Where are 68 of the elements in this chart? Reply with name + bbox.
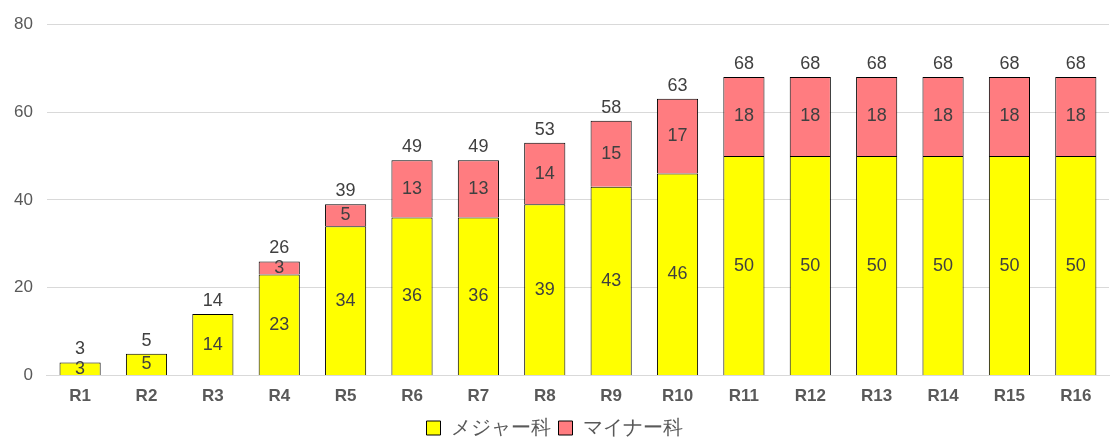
y-tick-label: 20 [13,277,33,297]
total-label: 14 [202,290,223,311]
data-label: 39 [534,278,555,299]
total-label: 68 [933,52,954,73]
x-tick-label: R9 [600,386,623,406]
y-tick-label: 0 [23,365,33,385]
total-label: 68 [999,52,1020,73]
data-label: 18 [866,105,887,126]
data-label: 17 [667,125,688,146]
x-tick-label: R15 [993,386,1026,406]
x-tick-label: R16 [1060,386,1092,406]
data-label: 5 [141,353,152,374]
data-label: 50 [733,254,754,275]
x-tick-label: R14 [927,386,960,406]
x-tick-label: R5 [334,386,357,406]
x-tick-label: R13 [861,386,893,406]
data-label: 36 [401,285,423,306]
legend-label: メジャー科 [450,415,551,438]
x-tick-label: R1 [69,386,91,406]
data-label: 5 [340,204,351,225]
data-label: 50 [999,254,1020,275]
total-label: 3 [75,338,86,359]
data-label: 3 [274,256,285,277]
data-label: 18 [933,105,954,126]
total-label: 68 [866,52,887,73]
data-label: 50 [1065,254,1086,275]
x-tick-label: R11 [728,386,760,406]
data-label: 14 [202,333,223,354]
data-label: 23 [269,313,290,334]
x-tick-label: R2 [135,386,158,406]
data-label: 14 [534,162,555,183]
data-label: 43 [601,269,622,290]
total-label: 26 [269,237,290,258]
data-label: 3 [75,357,86,378]
data-label: 13 [468,177,489,198]
total-label: 68 [1065,52,1086,73]
data-label: 18 [733,105,754,126]
total-label: 53 [534,118,555,139]
x-tick-label: R10 [661,386,694,406]
x-tick-label: R12 [794,386,826,406]
data-label: 46 [667,263,688,284]
data-label: 50 [800,254,821,275]
total-label: 58 [601,96,622,117]
legend-label: マイナー科 [582,415,683,438]
total-label: 39 [335,180,356,201]
x-tick-label: R3 [201,386,224,406]
y-tick-label: 60 [13,101,33,121]
data-label: 50 [933,254,954,275]
total-label: 68 [800,52,821,73]
y-tick-label: 80 [13,13,33,33]
total-label: 68 [733,52,754,73]
total-label: 5 [141,329,152,350]
x-tick-label: R7 [467,386,490,406]
x-tick-label: R6 [401,386,423,406]
data-label: 13 [401,177,423,198]
total-label: 49 [468,136,489,157]
data-label: 18 [1065,105,1086,126]
total-label: 49 [401,136,423,157]
data-label: 18 [999,105,1020,126]
data-label: 34 [335,289,356,310]
data-label: 15 [601,142,622,163]
data-label: 50 [866,254,887,275]
x-tick-label: R8 [533,386,556,406]
data-label: 18 [800,105,821,126]
y-tick-label: 40 [13,189,33,209]
total-label: 63 [667,74,688,95]
x-tick-label: R4 [268,386,291,406]
data-label: 36 [468,285,489,306]
